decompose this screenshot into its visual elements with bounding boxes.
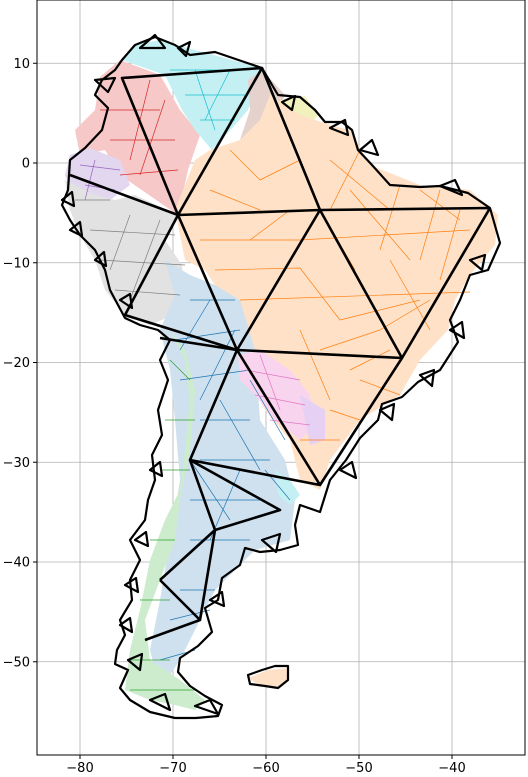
coast-outline: [60, 35, 502, 720]
pink-region-2: [300, 395, 325, 445]
gray-mesh: [75, 199, 186, 301]
falklands: [248, 668, 288, 688]
falklands-outline: [246, 664, 290, 690]
blue-mesh: [159, 299, 291, 661]
cyan-mesh: [170, 69, 250, 131]
fine-mesh: [75, 69, 471, 691]
y-tick-label: −20: [3, 356, 30, 371]
coarse-triangulation: [69, 66, 492, 642]
y-tick-label: −40: [3, 556, 30, 571]
x-axis-ticks: −80 −70 −60 −50 −40: [66, 755, 466, 776]
coast-jag-west: [60, 190, 164, 594]
y-tick-label: −10: [3, 256, 30, 271]
coast-jag-north: [93, 33, 464, 197]
triangulated-continent-map: [60, 33, 502, 720]
y-tick-label: 10: [13, 57, 30, 72]
coarse-edges: [69, 66, 492, 642]
green-mesh: [130, 359, 195, 691]
coast-jag-south: [118, 253, 487, 716]
y-tick-label: 0: [22, 157, 30, 172]
y-tick-label: −50: [3, 655, 30, 670]
x-tick-label: −60: [252, 761, 279, 776]
red-region: [75, 60, 200, 215]
axes-frame: [36, 0, 526, 756]
red-mesh: [100, 79, 179, 176]
x-tick-label: −70: [159, 761, 186, 776]
green-region: [125, 330, 205, 710]
x-tick-label: −40: [438, 761, 465, 776]
coastline: [60, 33, 502, 720]
y-tick-label: −30: [3, 456, 30, 471]
pink-mesh: [244, 354, 311, 426]
gray-region: [65, 180, 185, 325]
x-tick-label: −50: [345, 761, 372, 776]
y-axis-ticks: 10 0 −10 −20 −30 −40 −50: [3, 57, 37, 670]
x-tick-label: −80: [66, 761, 93, 776]
